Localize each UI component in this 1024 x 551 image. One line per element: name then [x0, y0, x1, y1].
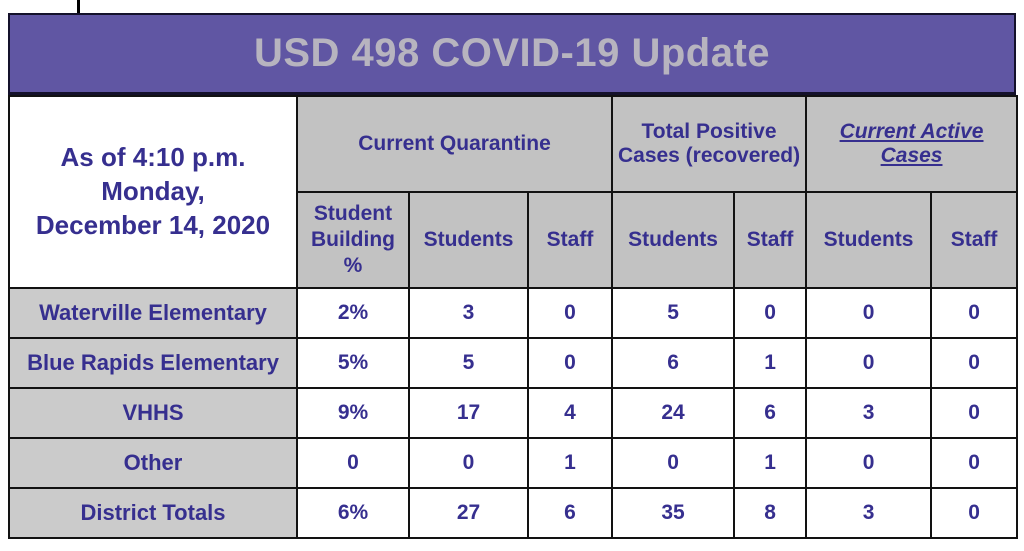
title-banner: USD 498 COVID-19 Update	[8, 13, 1016, 95]
cell-value: 35	[611, 487, 736, 539]
cell-value: 6	[526, 487, 614, 539]
cell-value: 0	[408, 437, 529, 489]
cell-value: 2%	[296, 287, 410, 339]
table-row-district-totals: District Totals 6% 27 6 35 8 3 0	[8, 487, 1019, 539]
group-header-total-positive-cases: Total Positive Cases (recovered)	[611, 95, 808, 193]
cell-value: 17	[408, 387, 529, 439]
cell-value: 6%	[296, 487, 410, 539]
covid-data-table: As of 4:10 p.m. Monday, December 14, 202…	[8, 95, 1019, 539]
cell-value: 0	[930, 287, 1019, 339]
cell-value: 27	[408, 487, 529, 539]
table-row-waterville: Waterville Elementary 2% 3 0 5 0 0 0	[8, 287, 1019, 339]
cell-value: 1	[733, 437, 808, 489]
cell-value: 0	[526, 337, 614, 389]
cell-value: 0	[930, 337, 1019, 389]
cell-value: 4	[526, 387, 614, 439]
group-header-current-quarantine: Current Quarantine	[295, 95, 614, 193]
cell-value: 0	[930, 487, 1019, 539]
row-label: VHHS	[8, 387, 298, 439]
covid-update-sheet: USD 498 COVID-19 Update As of 4:10 p.m. …	[8, 13, 1019, 539]
group-header-current-active-cases: Current Active Cases	[805, 95, 1019, 193]
col-header-positive-students: Students	[611, 191, 736, 289]
cell-value: 1	[733, 337, 808, 389]
cell-value: 3	[408, 287, 529, 339]
cell-value: 0	[930, 387, 1019, 439]
date-line-2: Monday,	[101, 176, 205, 207]
cell-value: 0	[611, 437, 736, 489]
table-row-blue-rapids: Blue Rapids Elementary 5% 5 0 6 1 0 0	[8, 337, 1019, 389]
as-of-date-cell: As of 4:10 p.m. Monday, December 14, 202…	[8, 95, 298, 289]
col-header-active-students: Students	[805, 191, 933, 289]
date-line-1: As of 4:10 p.m.	[60, 142, 246, 173]
cell-value: 0	[805, 437, 933, 489]
cell-value: 5%	[296, 337, 410, 389]
cell-value: 0	[805, 337, 933, 389]
col-header-active-staff: Staff	[930, 191, 1019, 289]
col-header-positive-staff: Staff	[733, 191, 808, 289]
cell-value: 24	[611, 387, 736, 439]
cell-value: 1	[526, 437, 614, 489]
row-label: Waterville Elementary	[8, 287, 298, 339]
cell-value: 0	[296, 437, 410, 489]
col-header-quarantine-staff: Staff	[526, 191, 614, 289]
cell-value: 6	[611, 337, 736, 389]
table-row-other: Other 0 0 1 0 1 0 0	[8, 437, 1019, 489]
cell-value: 0	[930, 437, 1019, 489]
cell-value: 5	[408, 337, 529, 389]
col-header-quarantine-students: Students	[408, 191, 529, 289]
cell-value: 0	[733, 287, 808, 339]
cell-value: 6	[733, 387, 808, 439]
row-label: District Totals	[8, 487, 298, 539]
page-title: USD 498 COVID-19 Update	[253, 31, 771, 75]
cell-value: 0	[805, 287, 933, 339]
col-header-student-building-pct: Student Building %	[296, 191, 410, 289]
cell-value: 3	[805, 487, 933, 539]
row-label: Blue Rapids Elementary	[8, 337, 298, 389]
cell-value: 3	[805, 387, 933, 439]
date-line-3: December 14, 2020	[35, 209, 271, 240]
row-label: Other	[8, 437, 298, 489]
stray-text-mark	[77, 0, 80, 13]
cell-value: 5	[611, 287, 736, 339]
cell-value: 0	[526, 287, 614, 339]
table-row-vhhs: VHHS 9% 17 4 24 6 3 0	[8, 387, 1019, 439]
cell-value: 9%	[296, 387, 410, 439]
cell-value: 8	[733, 487, 808, 539]
